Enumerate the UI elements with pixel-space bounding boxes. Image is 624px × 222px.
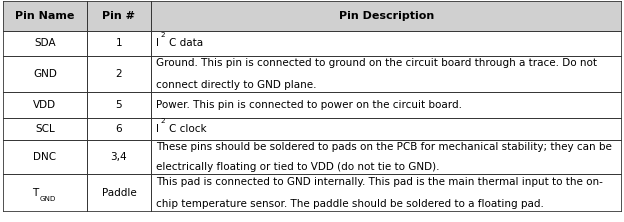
Text: 6: 6	[115, 124, 122, 134]
Bar	[3, 140, 87, 174]
Text: SCL: SCL	[35, 124, 55, 134]
Text: SDA: SDA	[34, 38, 56, 48]
Text: electrically floating or tied to VDD (do not tie to GND).: electrically floating or tied to VDD (do…	[157, 162, 440, 172]
Text: This pad is connected to GND internally. This pad is the main thermal input to t: This pad is connected to GND internally.…	[157, 177, 603, 187]
Text: DNC: DNC	[33, 152, 56, 162]
Bar	[152, 174, 621, 211]
Text: I: I	[157, 124, 159, 134]
Bar	[3, 1, 87, 31]
Bar	[152, 56, 621, 92]
Bar	[3, 56, 87, 92]
Bar	[87, 92, 152, 118]
Bar	[3, 174, 87, 211]
Text: 2: 2	[161, 32, 165, 38]
Bar	[152, 118, 621, 140]
Text: GND: GND	[33, 69, 57, 79]
Bar	[152, 92, 621, 118]
Text: VDD: VDD	[33, 100, 56, 110]
Text: 2: 2	[115, 69, 122, 79]
Text: C clock: C clock	[170, 124, 207, 134]
Text: Paddle: Paddle	[102, 188, 136, 198]
Text: 1: 1	[115, 38, 122, 48]
Text: Power. This pin is connected to power on the circuit board.: Power. This pin is connected to power on…	[157, 100, 462, 110]
Text: 2: 2	[161, 118, 165, 124]
Text: Pin #: Pin #	[102, 11, 135, 21]
Text: C data: C data	[170, 38, 203, 48]
Text: Pin Description: Pin Description	[338, 11, 434, 21]
Bar	[152, 1, 621, 31]
Bar	[87, 1, 152, 31]
Text: chip temperature sensor. The paddle should be soldered to a floating pad.: chip temperature sensor. The paddle shou…	[157, 199, 544, 209]
Bar	[87, 31, 152, 56]
Bar	[87, 174, 152, 211]
Text: 5: 5	[115, 100, 122, 110]
Bar	[3, 31, 87, 56]
Text: connect directly to GND plane.: connect directly to GND plane.	[157, 80, 317, 90]
Text: T: T	[32, 188, 39, 198]
Text: 3,4: 3,4	[110, 152, 127, 162]
Text: GND: GND	[39, 196, 56, 202]
Text: I: I	[157, 38, 159, 48]
Bar	[152, 140, 621, 174]
Text: Ground. This pin is connected to ground on the circuit board through a trace. Do: Ground. This pin is connected to ground …	[157, 58, 597, 68]
Bar	[3, 92, 87, 118]
Bar	[87, 56, 152, 92]
Bar	[87, 118, 152, 140]
Text: Pin Name: Pin Name	[15, 11, 74, 21]
Bar	[87, 140, 152, 174]
Text: These pins should be soldered to pads on the PCB for mechanical stability; they : These pins should be soldered to pads on…	[157, 141, 612, 152]
Bar	[3, 118, 87, 140]
Bar	[152, 31, 621, 56]
